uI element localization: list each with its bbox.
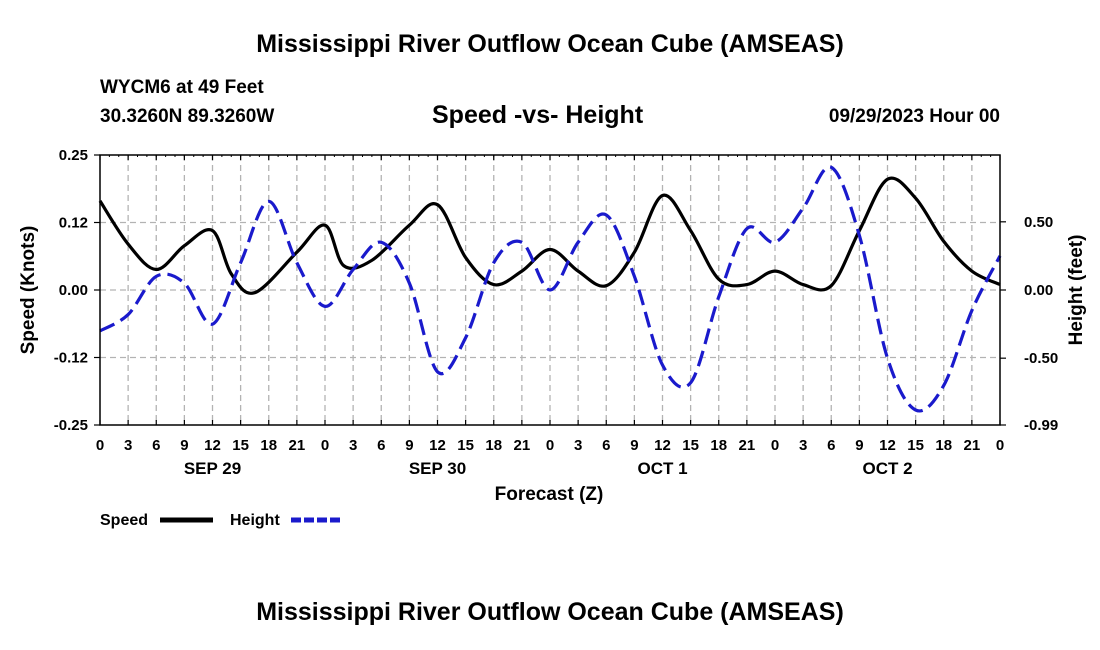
axes: 0 3 6 9 12 15 18 21 0 3 6 9 12 15 18 21 0 3 6 9 12 15 18 21 0 3 6 9… (54, 147, 1058, 478)
grid-lines (100, 155, 1000, 425)
x-tick-label: 21 (514, 437, 531, 454)
station-coordinates: 30.3260N 89.3260W (100, 106, 275, 127)
date-label: OCT 2 (862, 459, 912, 478)
chart-main-title: Mississippi River Outflow Ocean Cube (AM… (256, 30, 844, 58)
x-tick-label: 9 (405, 437, 413, 454)
x-tick-label: 12 (879, 437, 896, 454)
x-tick-label: 0 (996, 437, 1004, 454)
y-tick-label: 0.25 (59, 147, 88, 164)
x-tick-label: 9 (855, 437, 863, 454)
bottom-title: Mississippi River Outflow Ocean Cube (AM… (256, 598, 844, 626)
x-tick-label: 0 (321, 437, 329, 454)
forecast-datetime: 09/29/2023 Hour 00 (828, 106, 1000, 127)
x-tick-label: 18 (710, 437, 727, 454)
x-tick-label: 18 (485, 437, 502, 454)
x-tick-label: 21 (964, 437, 981, 454)
x-tick-label: 6 (602, 437, 610, 454)
x-tick-label: 3 (799, 437, 807, 454)
x-tick-label: 9 (630, 437, 638, 454)
y2-tick-label: 0.00 (1024, 282, 1053, 299)
x-tick-label: 9 (180, 437, 188, 454)
y2-tick-label: -0.50 (1024, 350, 1058, 367)
legend: Speed Height (100, 512, 343, 529)
x-tick-label: 15 (682, 437, 699, 454)
x-tick-label: 0 (771, 437, 779, 454)
y2-tick-label: 0.50 (1024, 214, 1053, 231)
x-tick-label: 12 (429, 437, 446, 454)
x-tick-label: 3 (349, 437, 357, 454)
y-axis-title: Speed (Knots) (18, 226, 39, 355)
speed-height-chart: 0 3 6 9 12 15 18 21 0 3 6 9 12 15 18 21 0 3 6 9 12 15 18 21 0 3 6 9… (18, 147, 1087, 529)
y-tick-label: -0.12 (54, 350, 88, 367)
series-line-speed (98, 176, 1001, 295)
x-tick-label: 18 (935, 437, 952, 454)
y-tick-label: 0.00 (59, 282, 88, 299)
series-line-height (99, 165, 1002, 413)
x-tick-label: 15 (457, 437, 474, 454)
x-tick-label: 18 (260, 437, 277, 454)
x-tick-label: 0 (546, 437, 554, 454)
x-axis-title: Forecast (Z) (495, 484, 604, 505)
station-label: WYCM6 at 49 Feet (100, 77, 264, 98)
x-tick-label: 3 (124, 437, 132, 454)
x-tick-label: 3 (574, 437, 582, 454)
x-tick-label: 6 (827, 437, 835, 454)
date-label: OCT 1 (637, 459, 687, 478)
x-tick-label: 12 (204, 437, 221, 454)
x-tick-label: 12 (654, 437, 671, 454)
y-tick-label: 0.12 (59, 215, 88, 232)
x-tick-label: 6 (377, 437, 385, 454)
legend-label-speed: Speed (100, 512, 148, 529)
x-tick-label: 0 (96, 437, 104, 454)
x-tick-label: 15 (232, 437, 249, 454)
date-label: SEP 30 (409, 459, 466, 478)
y-tick-label: -0.25 (54, 417, 88, 434)
chart-subtitle: Speed -vs- Height (432, 101, 644, 129)
x-tick-label: 21 (289, 437, 306, 454)
series-lines (98, 165, 1002, 413)
legend-label-height: Height (230, 512, 280, 529)
y2-tick-label: -0.99 (1024, 417, 1058, 434)
date-label: SEP 29 (184, 459, 241, 478)
x-tick-label: 21 (739, 437, 756, 454)
x-tick-label: 6 (152, 437, 160, 454)
y2-axis-title: Height (feet) (1066, 235, 1087, 346)
x-tick-label: 15 (907, 437, 924, 454)
